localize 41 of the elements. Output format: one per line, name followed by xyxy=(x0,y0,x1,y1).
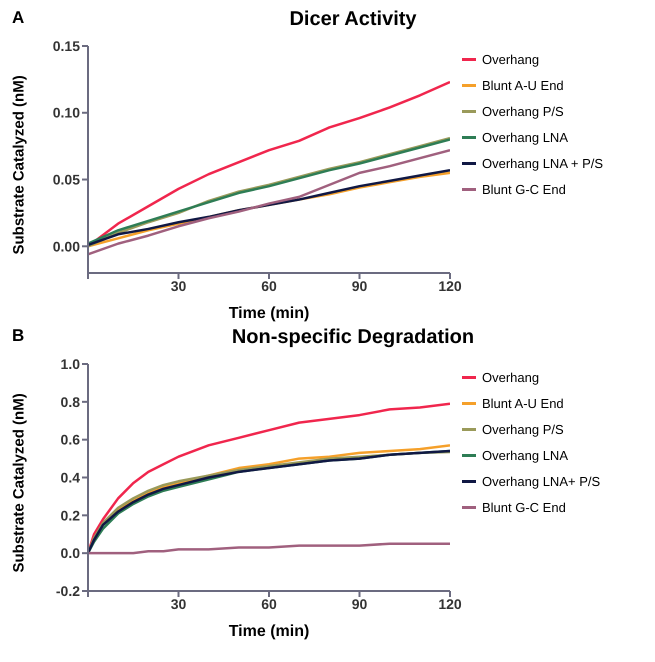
legend-label: Overhang LNA xyxy=(482,130,568,144)
x-axis-title: Time (min) xyxy=(228,623,310,640)
chart-title: Non-specific Degradation xyxy=(230,326,476,349)
y-tick-label: 1.0 xyxy=(60,356,80,372)
line-series xyxy=(88,148,450,256)
x-tick-label: 90 xyxy=(352,596,368,612)
y-tick-label: 0.10 xyxy=(52,104,80,121)
text: B xyxy=(12,326,24,346)
chart-title: Dicer Activity xyxy=(288,8,418,31)
y-tick-label: 0.0 xyxy=(60,545,80,562)
legend-label: Overhang P/S xyxy=(482,422,564,436)
y-tick-label: 0.4 xyxy=(60,469,80,486)
legend-label: Overhang LNA+ P/S xyxy=(482,474,600,488)
x-tick-label: 120 xyxy=(438,278,462,294)
y-axis-title: Substrate Catalyzed (nM) xyxy=(10,75,28,254)
legend-label: Blunt G-C End xyxy=(482,182,566,196)
y-tick-label: 0.15 xyxy=(52,38,80,54)
legend-label: Overhang xyxy=(482,370,540,384)
x-tick-label: 60 xyxy=(261,596,277,612)
legend-label: Overhang LNA xyxy=(482,448,568,462)
y-tick-label: 0.8 xyxy=(60,394,80,410)
legend-label: Overhang xyxy=(482,52,540,66)
x-tick-label: 30 xyxy=(170,596,186,612)
y-tick-label: 0.00 xyxy=(52,238,80,254)
legend-label: Blunt A-U End xyxy=(482,78,564,92)
text: A xyxy=(12,8,24,28)
y-tick-label: 0.05 xyxy=(52,172,80,188)
legend-label: Overhang LNA + P/S xyxy=(482,156,604,170)
y-tick-label: 0.6 xyxy=(60,432,80,448)
x-axis-title: Time (min) xyxy=(228,305,310,322)
y-tick-label: 0.2 xyxy=(60,507,80,524)
legend-label: Blunt A-U End xyxy=(482,396,564,410)
x-tick-label: 60 xyxy=(261,278,277,294)
y-axis-title: Substrate Catalyzed (nM) xyxy=(10,393,28,572)
x-tick-label: 120 xyxy=(438,596,462,612)
legend-label: Overhang P/S xyxy=(482,104,564,118)
line-series xyxy=(88,542,450,554)
y-tick-label: -0.2 xyxy=(56,582,80,599)
x-tick-label: 90 xyxy=(352,278,368,294)
legend-label: Blunt G-C End xyxy=(482,500,566,514)
x-tick-label: 30 xyxy=(170,278,186,294)
